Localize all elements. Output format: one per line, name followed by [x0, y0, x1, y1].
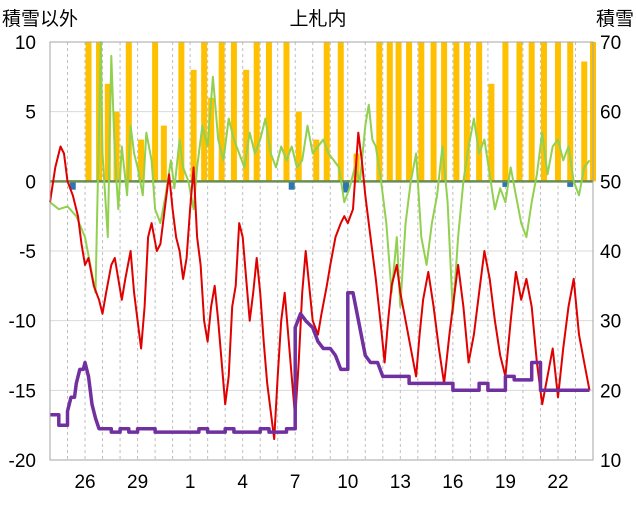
- right-tick-label: 30: [600, 312, 621, 333]
- precip-bar: [160, 125, 167, 182]
- left-tick-label: -10: [9, 312, 36, 333]
- right-tick-label: 50: [600, 172, 621, 193]
- precip-bar: [567, 42, 574, 182]
- precip-bar: [323, 42, 330, 182]
- right-tick-label: 70: [600, 33, 621, 54]
- x-tick-label: 19: [495, 472, 516, 493]
- precip-bar: [201, 42, 208, 182]
- precip-bar: [218, 42, 225, 182]
- precip-bar: [265, 42, 272, 182]
- wind_alt-bar: [343, 181, 350, 193]
- wind_alt-bar: [567, 181, 574, 187]
- precip-bar: [430, 42, 437, 182]
- precip-bar: [376, 42, 383, 182]
- bar-series: [69, 42, 596, 193]
- x-tick-label: 26: [74, 472, 95, 493]
- x-tick-label: 22: [547, 472, 568, 493]
- left-tick-label: 0: [25, 172, 36, 193]
- right-axis-label: 積雪: [596, 8, 634, 30]
- precip-bar: [386, 42, 393, 182]
- precip-bar: [85, 42, 92, 182]
- precip-bar: [406, 42, 413, 182]
- precip-bar: [113, 111, 120, 182]
- precip-bar: [283, 42, 290, 182]
- precip-bar: [253, 42, 260, 182]
- precip-bar: [418, 42, 425, 182]
- snow_depth-line: [50, 291, 590, 434]
- precip-bar: [528, 42, 535, 182]
- line-series: [49, 41, 593, 441]
- precip-bar: [337, 42, 344, 182]
- right-tick-label: 20: [600, 381, 621, 402]
- right-tick-label: 10: [600, 451, 621, 472]
- precip-bar: [138, 139, 145, 182]
- precip-bar: [243, 69, 250, 182]
- left-tick-label: -15: [9, 381, 36, 402]
- x-tick-label: 13: [390, 472, 411, 493]
- x-tick-label: 10: [337, 472, 358, 493]
- plot-border: [49, 41, 594, 461]
- precip-bar: [581, 61, 588, 182]
- precip-bar: [463, 42, 470, 182]
- wind_alt-bar: [288, 181, 295, 190]
- precip-bar: [441, 42, 448, 182]
- left-tick-label: -5: [19, 242, 36, 263]
- precip-bar: [453, 42, 460, 182]
- left-tick-label: -20: [9, 451, 36, 472]
- x-tick-label: 4: [237, 472, 248, 493]
- wind_alt-bar: [69, 181, 76, 190]
- precip-bar: [313, 139, 320, 182]
- left-tick-label: 10: [15, 33, 36, 54]
- right-tick-label: 60: [600, 103, 621, 124]
- precip-bar: [540, 42, 547, 182]
- left-axis-label: 積雪以外: [2, 8, 78, 30]
- x-tick-label: 7: [290, 472, 301, 493]
- precip-bar: [502, 42, 509, 182]
- precip-bar: [152, 42, 159, 182]
- precip-bar: [476, 42, 483, 182]
- x-tick-label: 29: [127, 472, 148, 493]
- precip-bar: [190, 69, 197, 182]
- precip-bar: [488, 83, 495, 182]
- precip-bar: [208, 97, 215, 182]
- left-tick-label: 5: [25, 103, 36, 124]
- wind_alt-bar: [502, 181, 509, 187]
- x-tick-label: 16: [442, 472, 463, 493]
- precip-bar: [125, 42, 132, 182]
- precip-bar: [395, 42, 402, 182]
- x-tick-label: 1: [185, 472, 196, 493]
- precip-bar: [554, 42, 561, 182]
- precip-bar: [230, 42, 237, 182]
- right-tick-label: 40: [600, 242, 621, 263]
- precip-bar: [104, 83, 111, 182]
- temperature-line: [49, 131, 591, 441]
- sunshine-line: [49, 41, 591, 315]
- precip-bar: [516, 42, 523, 182]
- chart-title: 上札内: [289, 8, 346, 30]
- precip-bar: [295, 111, 302, 182]
- precip-bar: [178, 42, 185, 182]
